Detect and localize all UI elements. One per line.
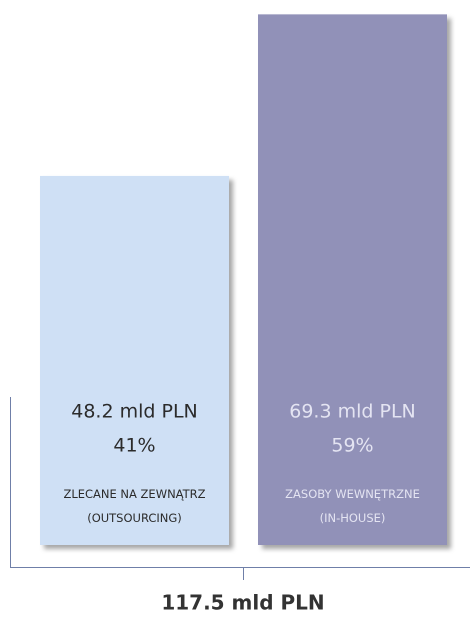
total-bracket: [10, 397, 470, 580]
total-label: 117.5 mld PLN: [161, 591, 324, 615]
value-label: 48.2 mld PLN: [71, 401, 198, 423]
bar: [40, 175, 229, 545]
share-label: 59%: [331, 435, 373, 457]
share-label: 41%: [113, 435, 155, 457]
bar: [258, 14, 447, 546]
value-label: 69.3 mld PLN: [289, 401, 416, 423]
category-label: ZASOBY WEWNĘTRZNE (IN-HOUSE): [285, 487, 420, 525]
category-label: ZLECANE NA ZEWNĄTRZ (OUTSOURCING): [63, 487, 205, 525]
